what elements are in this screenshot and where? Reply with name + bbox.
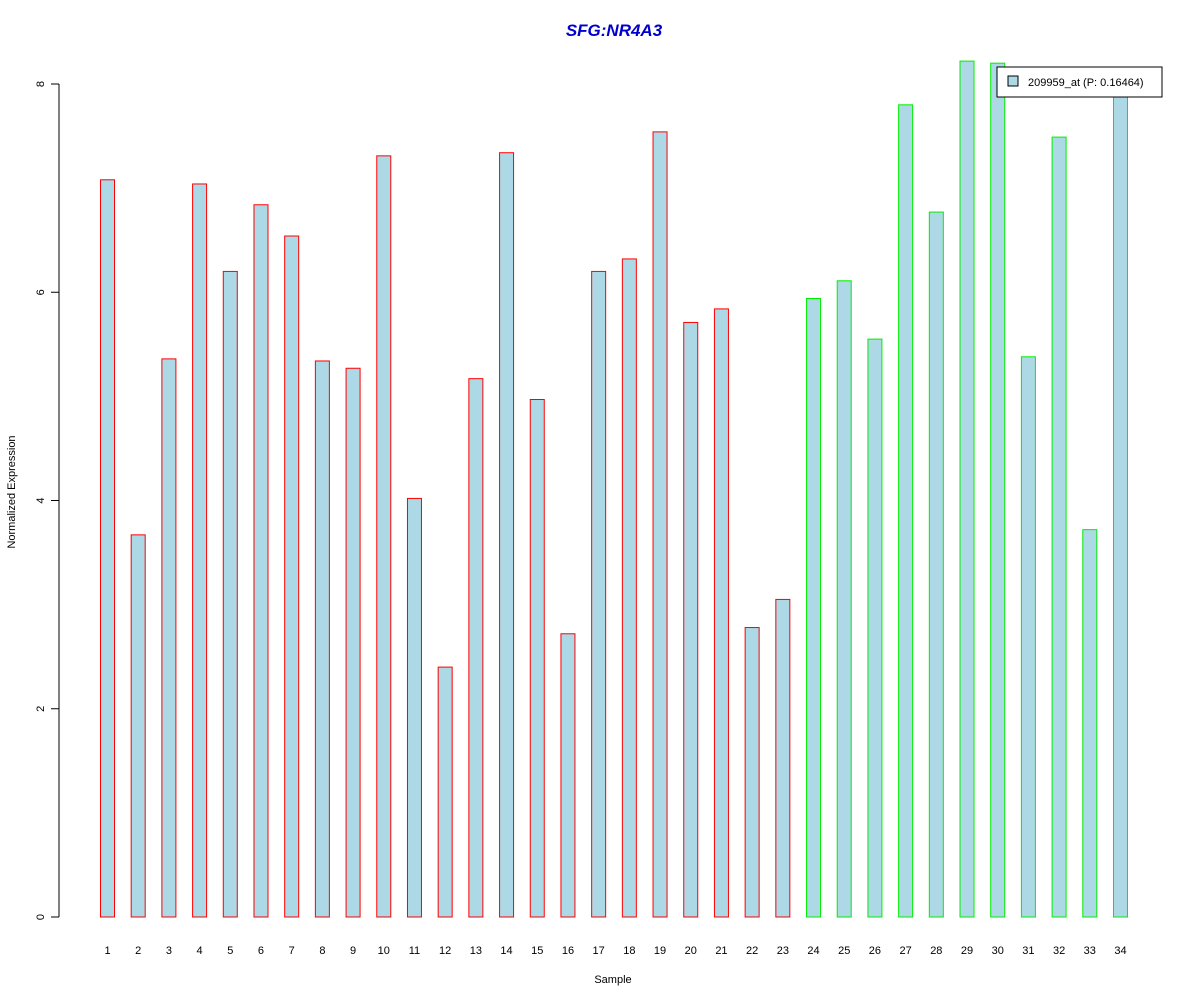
bar-sample-21 xyxy=(713,308,729,918)
x-tick-label: 9 xyxy=(350,945,356,957)
bars-group xyxy=(100,60,1128,918)
bar-sample-13 xyxy=(468,378,484,918)
bar-sample-16 xyxy=(560,633,576,918)
x-tick-label: 10 xyxy=(378,945,390,957)
bar-sample-7 xyxy=(284,235,300,918)
x-tick-label: 34 xyxy=(1114,945,1126,957)
x-tick-label: 4 xyxy=(197,945,203,957)
bar-sample-17 xyxy=(591,270,607,918)
y-axis-label: Normalized Expression xyxy=(6,435,18,548)
x-tick-label: 27 xyxy=(899,945,911,957)
y-axis: 0 2 4 6 8 xyxy=(35,81,60,920)
x-tick-label: 2 xyxy=(135,945,141,957)
bar-sample-29 xyxy=(959,60,975,918)
x-axis-label: Sample xyxy=(594,974,631,986)
x-tick-label: 18 xyxy=(623,945,635,957)
bar-sample-1 xyxy=(100,179,115,918)
x-tick-label: 11 xyxy=(409,945,420,957)
bar-sample-11 xyxy=(406,497,422,918)
bar-sample-20 xyxy=(683,321,699,918)
bar-sample-26 xyxy=(867,338,883,918)
x-tick-label: 30 xyxy=(992,945,1004,957)
x-tick-labels: 1 2 3 4 5 6 7 8 9 10 11 12 13 14 15 16 17 18 19 20 21 22 23 24 2… xyxy=(104,945,1126,957)
bar-sample-15 xyxy=(529,398,545,918)
y-tick-label: 6 xyxy=(35,289,47,295)
x-tick-label: 8 xyxy=(319,945,325,957)
x-tick-label: 13 xyxy=(470,945,482,957)
x-tick-label: 6 xyxy=(258,945,264,957)
x-tick-label: 16 xyxy=(562,945,574,957)
x-tick-label: 29 xyxy=(961,945,973,957)
y-tick-label: 2 xyxy=(35,706,47,712)
x-tick-label: 3 xyxy=(166,945,172,957)
x-tick-label: 24 xyxy=(807,945,819,957)
bar-sample-5 xyxy=(222,270,238,918)
legend-label: 209959_at (P: 0.16464) xyxy=(1028,77,1144,89)
x-tick-label: 23 xyxy=(777,945,789,957)
bar-sample-4 xyxy=(192,183,208,918)
x-tick-label: 7 xyxy=(289,945,295,957)
bar-sample-19 xyxy=(652,131,668,918)
bar-sample-24 xyxy=(806,297,822,918)
x-tick-label: 12 xyxy=(439,945,451,957)
bar-sample-34 xyxy=(1113,85,1128,918)
bar-sample-22 xyxy=(744,627,760,918)
x-tick-label: 21 xyxy=(715,945,727,957)
y-tick-label: 0 xyxy=(35,914,47,920)
bar-sample-14 xyxy=(499,152,515,918)
x-tick-label: 14 xyxy=(500,945,512,957)
x-tick-label: 15 xyxy=(531,945,543,957)
y-tick-label: 4 xyxy=(35,497,47,503)
x-tick-label: 33 xyxy=(1084,945,1096,957)
legend-swatch xyxy=(1007,75,1019,87)
bar-sample-27 xyxy=(898,104,914,918)
bar-sample-12 xyxy=(437,666,453,918)
x-tick-label: 26 xyxy=(869,945,881,957)
x-tick-label: 31 xyxy=(1022,945,1034,957)
bar-sample-30 xyxy=(990,62,1006,918)
x-tick-label: 19 xyxy=(654,945,666,957)
legend-box xyxy=(996,66,1163,98)
bar-sample-25 xyxy=(836,280,852,918)
x-tick-label: 25 xyxy=(838,945,850,957)
bar-sample-31 xyxy=(1020,356,1036,918)
bar-sample-2 xyxy=(130,534,146,918)
bar-sample-8 xyxy=(314,360,330,918)
x-tick-label: 32 xyxy=(1053,945,1065,957)
y-tick-label: 8 xyxy=(35,81,47,87)
x-tick-label: 20 xyxy=(685,945,697,957)
legend: 209959_at (P: 0.16464) xyxy=(996,66,1163,98)
bar-sample-6 xyxy=(253,204,269,918)
bar-sample-28 xyxy=(928,211,944,918)
x-tick-label: 5 xyxy=(227,945,233,957)
chart-title: SFG:NR4A3 xyxy=(566,21,663,40)
bar-sample-9 xyxy=(345,367,361,918)
x-tick-label: 28 xyxy=(930,945,942,957)
bar-sample-23 xyxy=(775,598,791,918)
bar-sample-18 xyxy=(621,258,637,918)
x-tick-label: 1 xyxy=(104,945,110,957)
bar-sample-32 xyxy=(1051,136,1067,918)
x-tick-label: 22 xyxy=(746,945,758,957)
bar-sample-33 xyxy=(1082,529,1098,918)
x-tick-label: 17 xyxy=(593,945,605,957)
bar-sample-3 xyxy=(161,358,177,918)
bar-sample-10 xyxy=(376,155,392,918)
